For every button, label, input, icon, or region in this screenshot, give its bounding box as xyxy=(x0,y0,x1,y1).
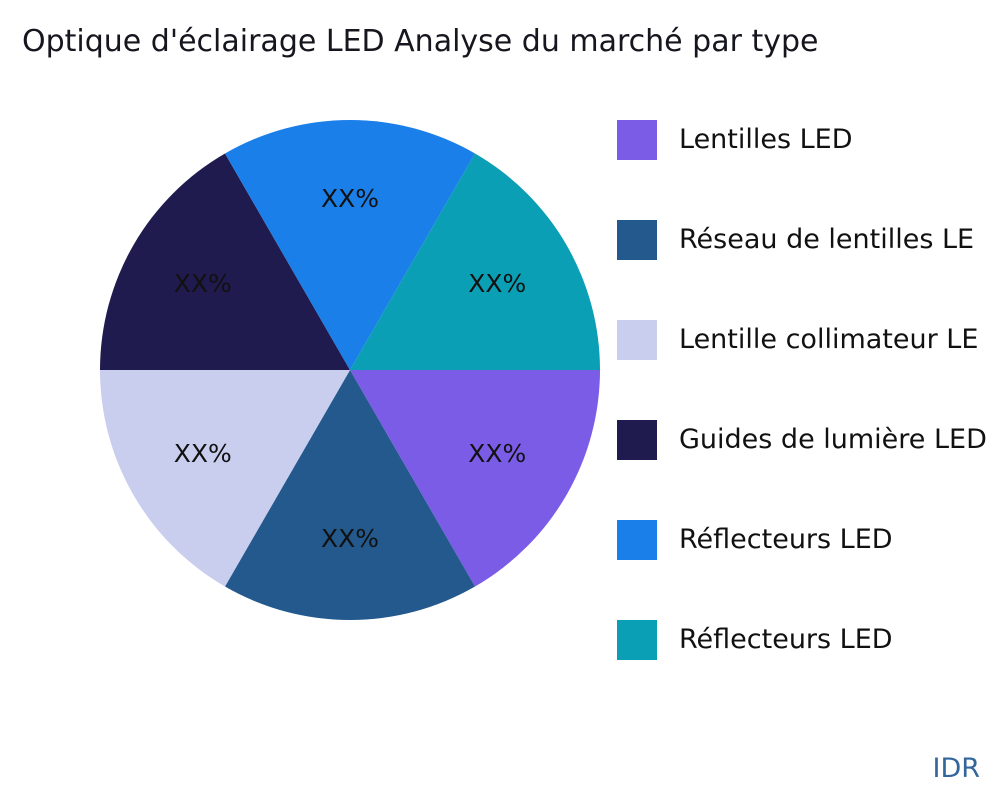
legend-item-3: Guides de lumière LED xyxy=(617,420,1000,460)
legend-item-4: Réflecteurs LED xyxy=(617,520,1000,560)
legend-swatch-icon xyxy=(617,420,657,460)
pie-slice-0 xyxy=(350,370,600,587)
pie-slice-value-label: XX% xyxy=(174,439,232,468)
pie-slice-1 xyxy=(225,370,475,621)
pie-slice-value-label: XX% xyxy=(174,269,232,298)
pie-slice-value-label: XX% xyxy=(468,269,526,298)
chart-title: Optique d'éclairage LED Analyse du march… xyxy=(22,24,819,59)
legend-label: Réflecteurs LED xyxy=(679,624,893,655)
legend-swatch-icon xyxy=(617,320,657,360)
pie-slice-5 xyxy=(350,153,600,370)
pie-slice-4 xyxy=(225,119,475,370)
pie-slice-2 xyxy=(100,370,350,587)
legend-label: Réflecteurs LED xyxy=(679,524,893,555)
legend-swatch-icon xyxy=(617,620,657,660)
legend-item-0: Lentilles LED xyxy=(617,120,1000,160)
watermark-text: IDR xyxy=(932,753,980,784)
legend-label: Lentilles LED xyxy=(679,124,853,155)
legend-label: Guides de lumière LED xyxy=(679,424,987,455)
legend-label: Lentille collimateur LE xyxy=(679,324,979,355)
legend-swatch-icon xyxy=(617,220,657,260)
legend-item-5: Réflecteurs LED xyxy=(617,620,1000,660)
legend-item-1: Réseau de lentilles LE xyxy=(617,220,1000,260)
pie-slice-value-label: XX% xyxy=(468,439,526,468)
pie-slice-3 xyxy=(100,153,350,370)
legend-swatch-icon xyxy=(617,120,657,160)
pie-slice-value-label: XX% xyxy=(321,524,379,553)
legend: Lentilles LED Réseau de lentilles LE Lenti… xyxy=(617,120,1000,720)
legend-label: Réseau de lentilles LE xyxy=(679,224,975,255)
legend-item-2: Lentille collimateur LE xyxy=(617,320,1000,360)
pie-slice-value-label: XX% xyxy=(321,184,379,213)
legend-swatch-icon xyxy=(617,520,657,560)
